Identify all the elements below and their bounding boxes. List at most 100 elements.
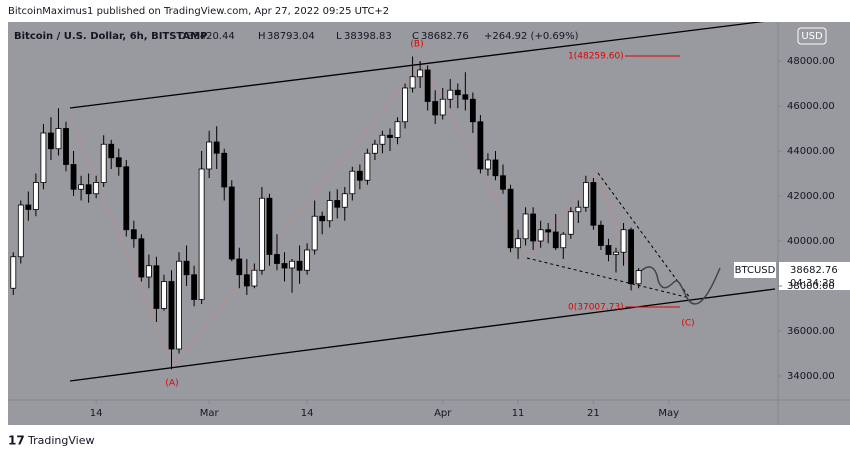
candle-body <box>221 152 228 188</box>
candle-body <box>394 121 401 138</box>
candle-body <box>567 211 574 235</box>
candle-body <box>266 197 273 255</box>
x-tick-label: May <box>658 408 679 419</box>
x-tick-label: 11 <box>512 408 525 419</box>
candle-body <box>635 270 642 285</box>
y-tick-label: 38000.00 <box>787 281 835 292</box>
candle-body <box>213 141 220 154</box>
candle-body <box>582 182 589 208</box>
candle-body <box>477 121 484 170</box>
wave-count <box>69 61 638 366</box>
candle-body <box>492 159 499 177</box>
y-tick-label: 40000.00 <box>787 236 835 247</box>
candle-body <box>274 254 280 264</box>
candle-body <box>304 249 311 271</box>
chart-title: Bitcoin / U.S. Dollar, 6h, BITSTAMP <box>14 31 208 42</box>
candle-body <box>598 224 604 246</box>
candle-body <box>560 233 567 249</box>
x-tick-label: Apr <box>434 408 452 419</box>
candle-body <box>251 269 258 287</box>
logo-mark[interactable]: 17 <box>8 434 25 448</box>
ohlc-label: H <box>258 31 266 42</box>
candle-body <box>485 159 491 170</box>
candle-body <box>424 69 431 102</box>
ohlc-label: L <box>336 31 342 42</box>
candle-body <box>409 76 416 89</box>
footer-logo[interactable]: 17 TradingView <box>8 434 94 448</box>
candle-body <box>341 193 348 208</box>
candle-body <box>515 238 521 249</box>
candle-body <box>153 265 160 309</box>
last-price: 38682.76 <box>790 265 838 276</box>
symbol-tag <box>734 262 776 278</box>
candle-body <box>507 188 514 249</box>
candle-body <box>311 215 318 251</box>
candle-body <box>115 157 122 168</box>
candle-body <box>454 89 461 96</box>
candle-body <box>55 128 62 150</box>
currency-button[interactable] <box>797 27 827 45</box>
candle-body <box>590 182 597 226</box>
candle-body <box>605 245 612 255</box>
y-tick-label: 34000.00 <box>787 371 835 382</box>
ohlc-label: C <box>412 31 419 42</box>
candle-body <box>145 265 152 278</box>
candle-body <box>372 143 378 154</box>
candle-body <box>447 89 454 100</box>
candle-body <box>93 182 100 195</box>
candle-body <box>439 98 446 116</box>
candle-body <box>138 238 145 278</box>
candle-body <box>191 274 197 300</box>
candle-body <box>537 229 544 242</box>
candle-body <box>17 204 24 258</box>
x-tick-label: 14 <box>301 408 314 419</box>
byline: BitcoinMaximus1 published on TradingView… <box>8 6 389 17</box>
symbol: BTCUSD <box>735 265 776 276</box>
y-tick-label: 36000.00 <box>787 326 835 337</box>
candle-body <box>530 213 537 242</box>
candle-body <box>78 184 84 190</box>
candle-body <box>620 229 627 253</box>
candle-body <box>130 229 137 240</box>
candle-body <box>206 141 213 170</box>
candle-body <box>349 170 356 195</box>
annotation: (A) <box>165 379 178 389</box>
brand[interactable]: TradingView <box>27 434 94 447</box>
candle-body <box>319 215 326 222</box>
candle-body <box>161 281 167 309</box>
upper-channel <box>69 22 765 109</box>
ohlc-value: 38420.44 <box>187 31 235 42</box>
candle-body <box>356 170 363 181</box>
candle-body <box>63 128 69 165</box>
candle-body <box>236 258 243 276</box>
level-label: 0(37007.73) <box>568 303 624 313</box>
ohlc-label: O <box>178 31 186 42</box>
candle-body <box>402 87 408 123</box>
candle-body <box>183 260 190 276</box>
candle-body <box>469 98 476 123</box>
candle-body <box>387 134 393 138</box>
y-tick-label: 48000.00 <box>787 56 835 67</box>
candle-body <box>100 143 107 183</box>
currency[interactable]: USD <box>801 31 823 42</box>
candle-body <box>168 281 175 350</box>
candle-body <box>613 251 619 255</box>
price-tag <box>779 262 850 290</box>
wedge-upper <box>597 172 691 299</box>
x-tick-label: 21 <box>587 408 600 419</box>
candle-body <box>500 175 506 190</box>
candle-body <box>522 213 529 240</box>
candle-body <box>259 197 265 271</box>
candle-body <box>243 274 250 287</box>
level-label: 1(48259.60) <box>568 52 624 62</box>
candle-body <box>552 231 559 249</box>
candle-body <box>628 229 634 285</box>
candle-body <box>70 164 77 190</box>
plot-area <box>10 22 776 382</box>
ohlc-value: 38398.83 <box>344 31 392 42</box>
candle-body <box>417 69 424 78</box>
candle-body <box>462 94 469 100</box>
candle-body <box>198 168 205 300</box>
annotation: (C) <box>681 319 694 329</box>
